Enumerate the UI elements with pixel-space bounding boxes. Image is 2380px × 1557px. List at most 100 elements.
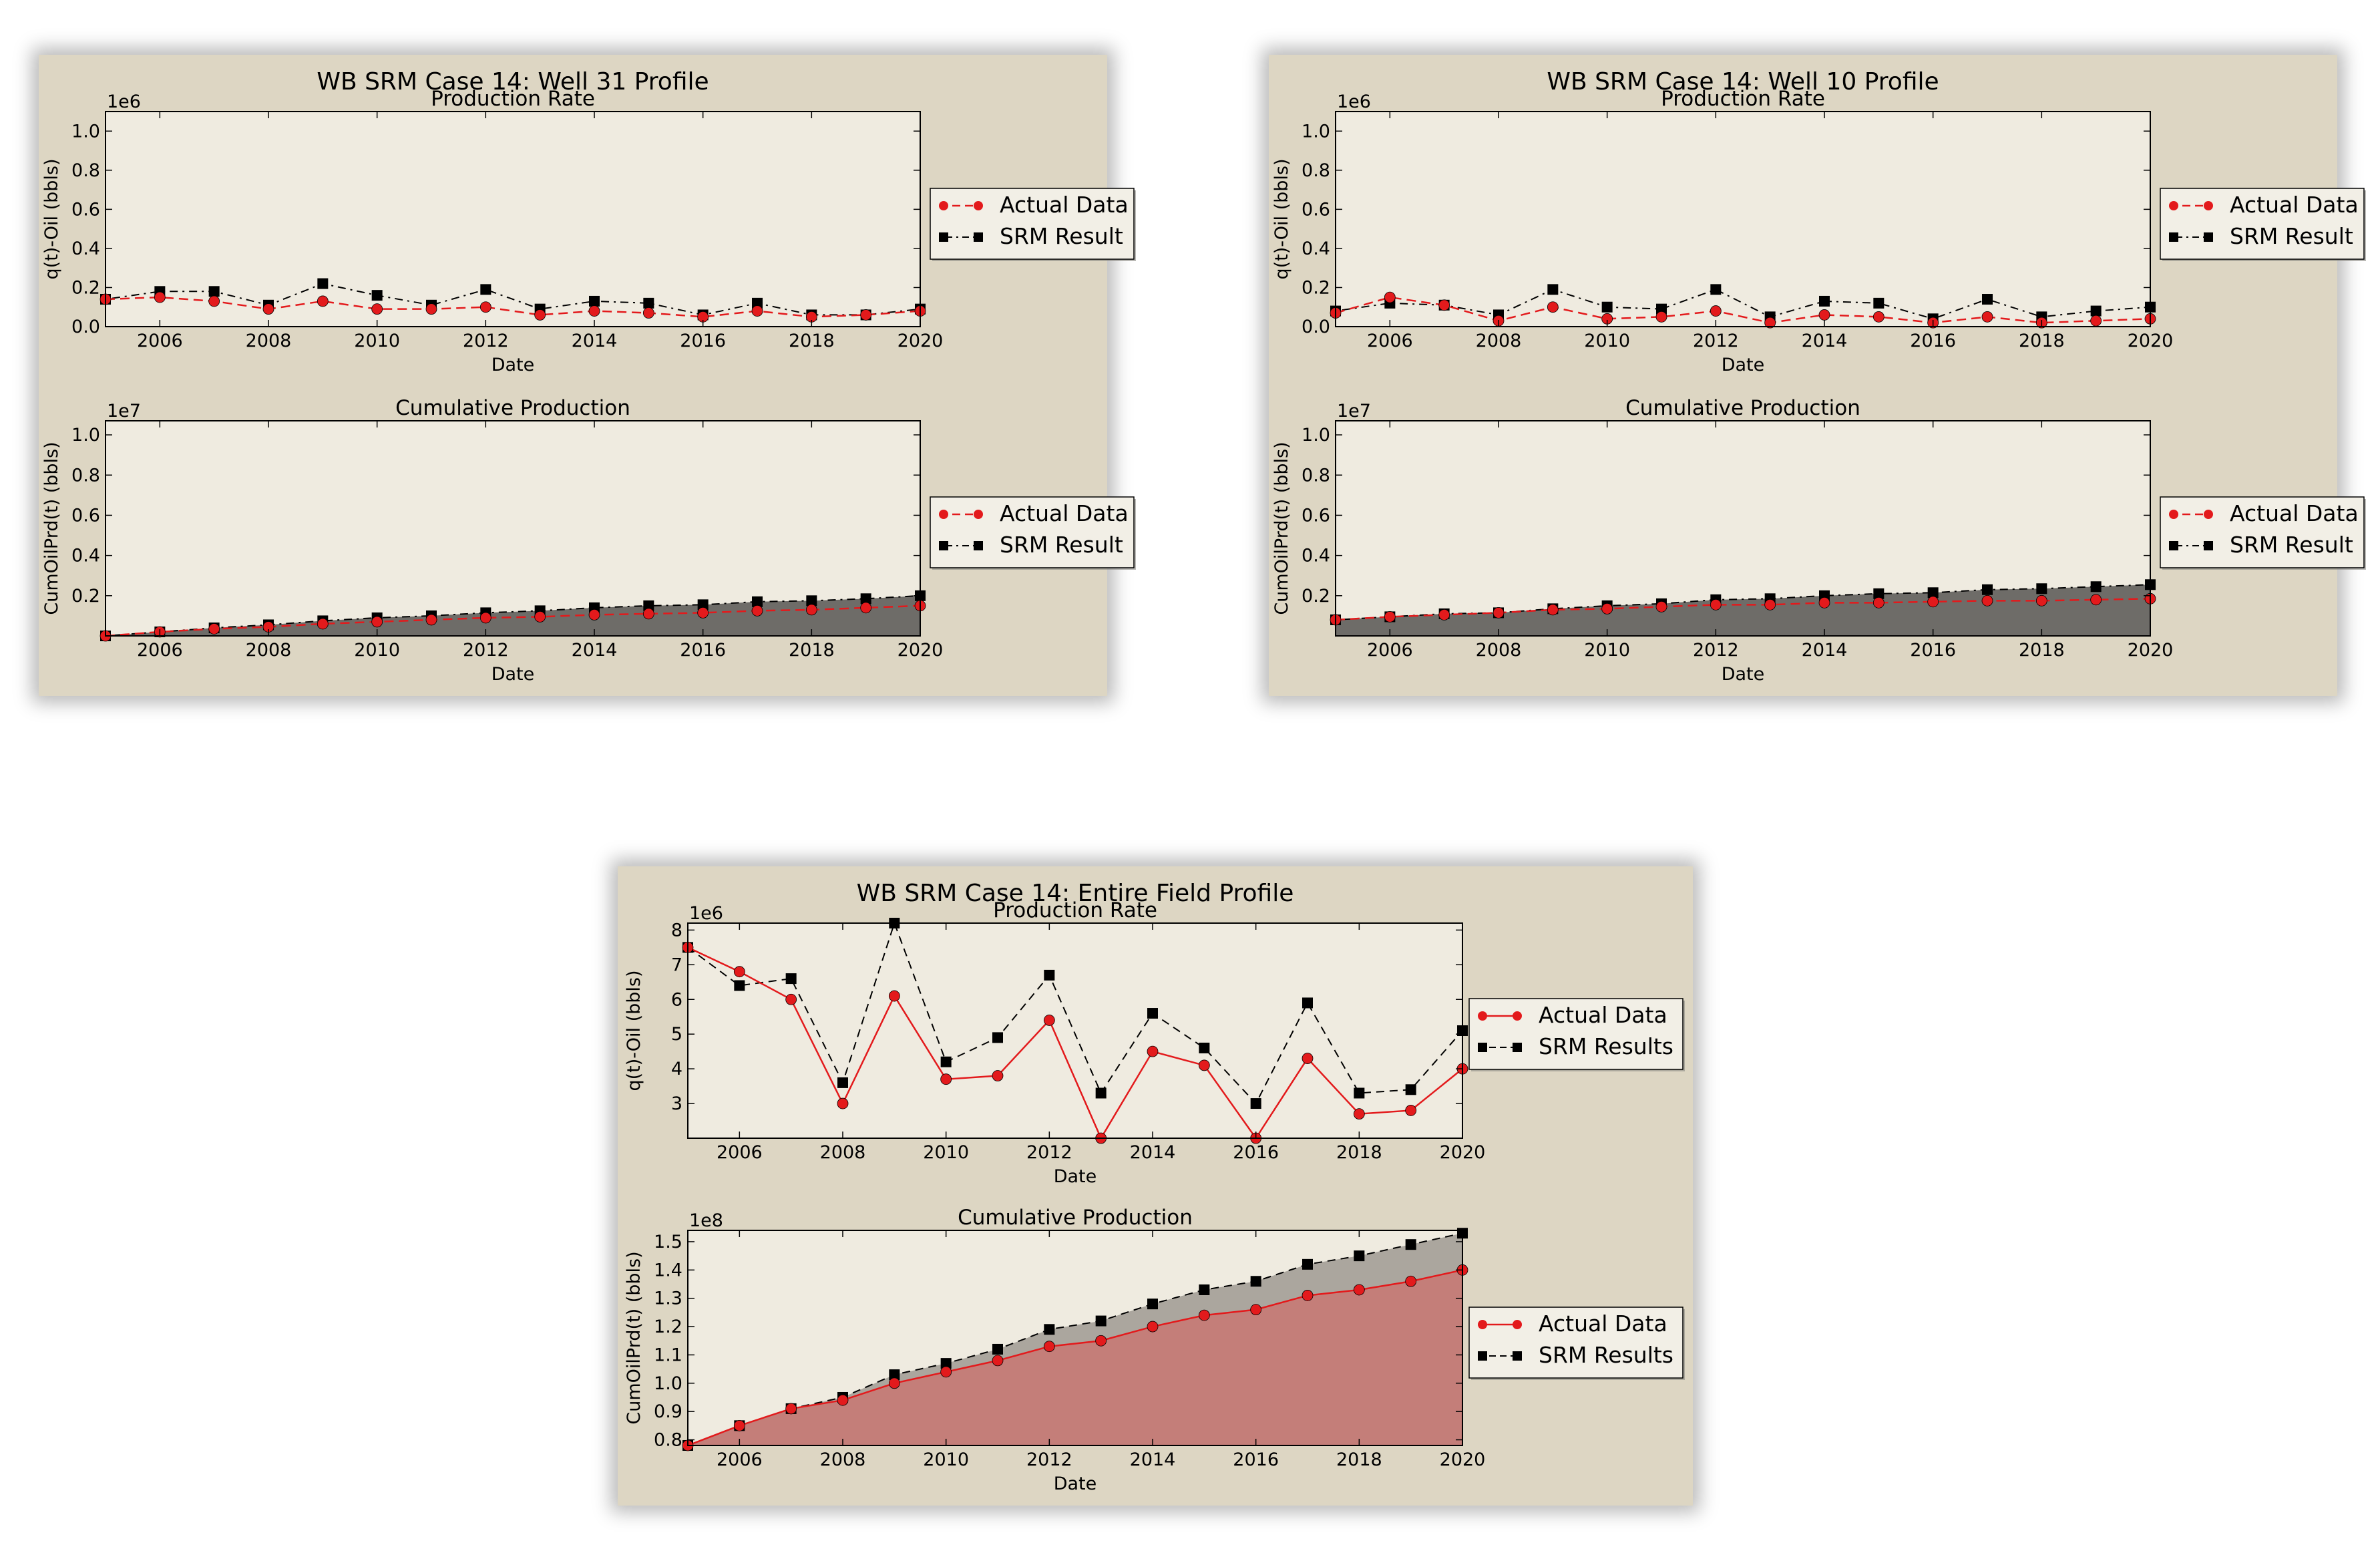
well10-cumulative-xtick-label: 2012 (1693, 640, 1739, 661)
well31-cumulative-ytick-label: 0.2 (71, 586, 100, 607)
field-rate-multiplier: 1e6 (689, 903, 723, 924)
well31-cumulative-srm-area (106, 595, 920, 636)
field-rate-ytick-label: 8 (671, 920, 682, 940)
field-cumulative-ytick-label: 1.1 (654, 1345, 682, 1365)
field-rate-legend-actual-marker (1513, 1011, 1522, 1021)
field-cumulative-srm-point (1095, 1315, 1107, 1327)
well31-cumulative-srm-point (806, 595, 817, 607)
well31-cumulative-actual-point (697, 607, 709, 619)
well31-cumulative-plot-area (106, 421, 920, 636)
field-cumulative-xtick-label: 2020 (1440, 1449, 1486, 1470)
well10-rate-legend-actual-marker (2169, 201, 2178, 210)
field-cumulative-xtick-label: 2010 (923, 1449, 969, 1470)
well10-rate-srm-line (1335, 289, 2151, 320)
well31-cumulative-xtick-label: 2012 (463, 640, 509, 661)
well31-cumulative-xtick-label: 2014 (572, 640, 618, 661)
field-rate-xtick-label: 2020 (1440, 1142, 1486, 1163)
field-rate-actual-point (733, 966, 745, 978)
well10-cumulative-ylabel: CumOilPrd(t) (bbls) (1271, 442, 1292, 615)
well10-suptitle: WB SRM Case 14: Well 10 Profile (1547, 68, 1939, 96)
field-cumulative-srm-point (1354, 1250, 1365, 1262)
well31-cumulative-srm-point (860, 593, 871, 604)
well10-rate-multiplier: 1e6 (1337, 92, 1371, 112)
well31-rate-actual-point (642, 307, 654, 319)
well10-cumulative-actual-point (1818, 596, 1830, 609)
well31-cumulative-actual-point (208, 623, 220, 635)
field-cumulative-xtick-label: 2014 (1130, 1449, 1176, 1470)
well10-rate-legend (2160, 188, 2365, 260)
well10-figure: WB SRM Case 14: Well 10 Profile Productio… (1269, 55, 2366, 696)
field-cumulative-actual-point (1198, 1309, 1210, 1321)
well10-rate-srm-point (1601, 301, 1613, 313)
well31-rate-actual-point (425, 303, 437, 315)
well10-cumulative-xtick-label: 2006 (1367, 640, 1413, 661)
well31-cumulative-actual-point (751, 604, 763, 617)
well10-cumulative-srm-point (2090, 581, 2102, 592)
field-rate-srm-point (1199, 1042, 1210, 1053)
field-cumulative-srm-point (1199, 1284, 1210, 1295)
field-rate-srm-line (687, 920, 1463, 1105)
well10-rate-legend-actual-label: Actual Data (2230, 192, 2359, 218)
well10-rate-ytick-label: 0.2 (1302, 277, 1330, 298)
well10-cumulative-xtick-label: 2016 (1910, 640, 1956, 661)
well31-cumulative-actual-point (425, 614, 437, 626)
well10-cumulative-xlabel: Date (1722, 664, 1765, 685)
well31-rate-title: Production Rate (431, 87, 595, 111)
field-cumulative-actual-point (1043, 1341, 1055, 1353)
field-rate-xtick-label: 2008 (820, 1142, 866, 1163)
field-cumulative-legend-srm-label: SRM Results (1539, 1342, 1673, 1368)
well31-rate-actual-point (479, 301, 491, 313)
field-rate-srm-point (1354, 1087, 1365, 1099)
well10-rate-frame (1335, 111, 2151, 327)
field-cumulative-actual-point (837, 1394, 849, 1406)
well10-cumulative-legend-actual-label: Actual Data (2230, 500, 2359, 526)
field-rate-actual-line (687, 946, 1463, 1140)
field-cumulative-legend-srm-marker (1513, 1351, 1522, 1361)
well10-cumulative-legend-srm-marker (2204, 541, 2213, 550)
well10-rate-ytick-label: 0.0 (1302, 317, 1330, 337)
field-cumulative-actual-line (687, 1269, 1463, 1447)
well31-cumulative-legend-srm-label: SRM Result (1000, 532, 1123, 558)
field-suptitle: WB SRM Case 14: Entire Field Profile (857, 880, 1294, 907)
well10-rate-ytick-label: 0.8 (1302, 160, 1330, 181)
field-rate-legend (1468, 998, 1683, 1070)
field-rate-legend-actual-label: Actual Data (1539, 1002, 1667, 1028)
well31-cumulative-legend-srm-marker (939, 541, 948, 550)
well31-cumulative-xtick-label: 2008 (246, 640, 292, 661)
field-rate-xtick-label: 2018 (1336, 1142, 1382, 1163)
well10-rate-xtick-label: 2014 (1802, 331, 1848, 351)
field-rate-xtick-label: 2014 (1130, 1142, 1176, 1163)
well10-rate-legend-srm-marker (2169, 232, 2178, 242)
well10-cumulative-xtick-label: 2020 (2128, 640, 2174, 661)
well10-rate-srm-point (1710, 284, 1722, 295)
well31-rate-ytick-label: 0.2 (71, 277, 100, 298)
well10-cumulative-ytick-label: 0.2 (1302, 586, 1330, 607)
well31-cumulative-xtick-label: 2020 (898, 640, 944, 661)
well31-rate-frame (105, 111, 921, 327)
field-cumulative-srm-point (1302, 1258, 1313, 1270)
field-cumulative-ytick-label: 0.9 (654, 1401, 682, 1422)
field-rate-legend-srm-marker (1478, 1043, 1487, 1052)
well10-rate-legend-srm-label: SRM Result (2230, 223, 2353, 249)
well31-rate-ytick-label: 0.6 (71, 199, 100, 220)
field-rate-srm-point (785, 973, 797, 985)
well31-rate-srm-point (208, 286, 220, 297)
well10-cumulative-series (1330, 579, 2156, 626)
field-cumulative-ytick-label: 1.3 (654, 1288, 682, 1309)
well31-rate-xtick-label: 2018 (789, 331, 835, 351)
well31-rate-actual-point (154, 291, 166, 303)
well10-rate-xtick-label: 2018 (2019, 331, 2065, 351)
well31-rate-srm-point (752, 297, 763, 309)
well31-cumulative-title: Cumulative Production (395, 396, 630, 420)
well31-cumulative-legend-actual-marker (974, 510, 983, 519)
well10-rate-actual-point (1547, 301, 1559, 313)
field-rate-actual-point (785, 993, 797, 1005)
well31-cumulative-srm-point (643, 600, 654, 611)
field-rate-xtick-label: 2010 (923, 1142, 969, 1163)
field-cumulative-srm-point (992, 1343, 1003, 1355)
well10-rate-ytick-label: 0.4 (1302, 238, 1330, 259)
well31-cumulative-actual-line (105, 604, 921, 637)
well10-cumulative-actual-point (1547, 604, 1559, 616)
well31-suptitle: WB SRM Case 14: Well 31 Profile (317, 68, 709, 96)
well10-rate-srm-point (1982, 294, 1993, 305)
